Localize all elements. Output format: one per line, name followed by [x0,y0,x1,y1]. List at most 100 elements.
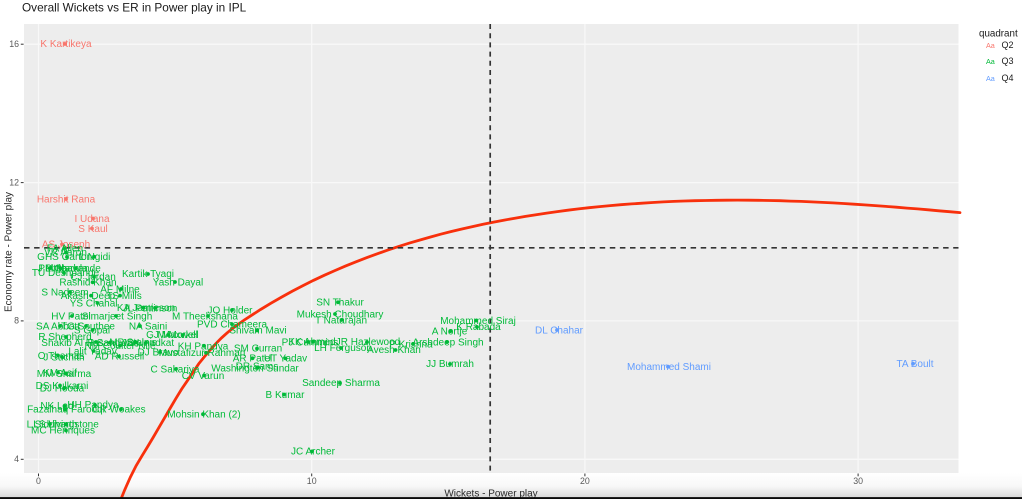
svg-text:C Sakariya: C Sakariya [151,364,200,375]
svg-text:SN Thakur: SN Thakur [316,298,364,309]
svg-text:Economy rate - Power play: Economy rate - Power play [4,192,15,312]
svg-text:MC Henriques: MC Henriques [31,426,95,437]
svg-text:Aa: Aa [986,74,995,83]
svg-text:L Siddharth: L Siddharth [27,419,78,430]
svg-text:VR Aaron: VR Aaron [44,248,87,259]
svg-text:R Shepherd: R Shepherd [38,332,91,343]
svg-text:DJ Bravo: DJ Bravo [137,347,179,358]
svg-text:PVD Chameera: PVD Chameera [197,319,267,330]
svg-text:Fazalhaq Farooqi: Fazalhaq Farooqi [27,405,105,416]
svg-text:AR Patel: AR Patel [233,353,272,364]
svg-text:DR Sams: DR Sams [236,361,279,372]
svg-text:Kartik Tyagi: Kartik Tyagi [122,269,174,280]
svg-text:Rashid Khan: Rashid Khan [59,278,116,289]
svg-text:SM Curran: SM Curran [234,344,282,355]
svg-text:Q4: Q4 [1002,73,1014,83]
svg-text:Shakib Al Hasan: Shakib Al Hasan [41,338,114,349]
svg-text:L Ngidi: L Ngidi [80,252,111,263]
svg-text:JL Pattinson: JL Pattinson [123,303,178,314]
svg-text:NA Saini: NA Saini [129,321,167,332]
svg-text:quadrant: quadrant [979,28,1018,39]
svg-text:16: 16 [9,39,19,49]
svg-text:AD Russell: AD Russell [95,352,144,363]
svg-text:P Sangwan: P Sangwan [88,338,139,349]
svg-text:Arshdeep Singh: Arshdeep Singh [412,337,483,348]
svg-text:DJ Hooda: DJ Hooda [40,384,85,395]
svg-text:Mustafizur Rahman: Mustafizur Rahman [159,348,246,359]
svg-text:0: 0 [36,476,41,486]
svg-text:Yash Dayal: Yash Dayal [153,277,203,288]
svg-text:YS Chahal: YS Chahal [70,298,118,309]
svg-text:TA Boult: TA Boult [896,359,933,370]
svg-text:Mohammed Siraj: Mohammed Siraj [440,316,516,327]
svg-text:K Kartikeya: K Kartikeya [40,39,92,50]
svg-text:SA Abbott: SA Abbott [36,321,80,332]
svg-text:TG Southee: TG Southee [61,321,115,332]
svg-text:J Suchith: J Suchith [43,352,84,363]
svg-text:M Morkel: M Morkel [157,330,198,341]
svg-text:NK Lad: NK Lad [40,401,73,412]
svg-text:I Udana: I Udana [74,214,109,225]
svg-text:KM Asif: KM Asif [43,368,77,379]
svg-text:AF Milne: AF Milne [100,284,140,295]
svg-text:CV Varun: CV Varun [182,371,225,382]
svg-text:Avesh Khan: Avesh Khan [367,345,421,356]
svg-text:Aa: Aa [986,41,995,50]
svg-text:Akash Deep: Akash Deep [61,291,116,302]
svg-text:4: 4 [14,454,19,464]
svg-text:A Nortje: A Nortje [432,327,468,338]
svg-text:JJ Bumrah: JJ Bumrah [426,359,474,370]
svg-text:S Kaul: S Kaul [78,224,107,235]
svg-text:MP Stoinis: MP Stoinis [109,338,157,349]
svg-text:8: 8 [14,316,19,326]
svg-text:10: 10 [307,476,317,486]
svg-text:HH Pandya: HH Pandya [67,400,119,411]
svg-text:DS Kulkarni: DS Kulkarni [36,381,89,392]
svg-text:FA Allen: FA Allen [47,244,83,255]
svg-text:J Little: J Little [38,263,67,274]
svg-text:Washington Sundar: Washington Sundar [211,363,299,374]
svg-text:Sandeep Sharma: Sandeep Sharma [302,378,380,389]
svg-text:AS Joseph: AS Joseph [42,239,90,250]
svg-text:KA Jamieson: KA Jamieson [117,303,175,314]
svg-text:PP Chawla: PP Chawla [38,263,88,274]
svg-text:Mukesh Choudhary: Mukesh Choudhary [297,309,384,320]
svg-text:HV Patel: HV Patel [51,311,90,322]
svg-text:JR Hazlewood: JR Hazlewood [336,337,400,348]
svg-text:Mohammed Shami: Mohammed Shami [627,362,711,373]
svg-text:TS Mills: TS Mills [106,291,142,302]
svg-text:LS Livingstone: LS Livingstone [33,420,99,431]
svg-text:KK Ahmed: KK Ahmed [288,337,335,348]
svg-text:Simarjeet Singh: Simarjeet Singh [82,311,153,322]
svg-text:JC Archer: JC Archer [291,447,336,458]
svg-text:Lalit Yadav: Lalit Yadav [68,346,117,357]
svg-text:O Thomas: O Thomas [38,351,85,362]
svg-text:GJ Maxwell: GJ Maxwell [146,330,198,341]
svg-text:DL Chahar: DL Chahar [535,325,584,336]
svg-text:Q3: Q3 [1002,56,1014,66]
svg-text:Aa: Aa [986,57,995,66]
svg-text:JD Unadkat: JD Unadkat [122,338,174,349]
svg-text:JO Holder: JO Holder [207,305,253,316]
svg-text:KH Pandya: KH Pandya [178,341,229,352]
svg-text:B Kumar: B Kumar [266,390,306,401]
svg-text:Mohsin Khan (2): Mohsin Khan (2) [167,409,240,420]
svg-text:Wickets - Power play: Wickets - Power play [444,489,537,500]
svg-text:K Rabada: K Rabada [456,322,501,333]
svg-text:GHS Garton: GHS Garton [37,252,92,263]
svg-text:Overall Wickets vs ER in Power: Overall Wickets vs ER in Power play in I… [22,1,247,15]
svg-text:M Theekshana: M Theekshana [172,311,238,322]
svg-text:UT Yadav: UT Yadav [264,354,307,365]
svg-text:T Natarajan: T Natarajan [315,315,367,326]
svg-text:M Markande: M Markande [45,264,101,275]
svg-text:CJ Jordan: CJ Jordan [70,272,116,283]
svg-text:Harshit Rana: Harshit Rana [37,194,96,205]
svg-text:PJ Cummins: PJ Cummins [282,337,339,348]
svg-text:S Nadeem: S Nadeem [41,287,88,298]
svg-text:TU Deshpande: TU Deshpande [32,268,100,279]
svg-text:Q2: Q2 [1002,40,1014,50]
svg-text:12: 12 [9,177,19,187]
svg-text:P Krishna: P Krishna [389,339,433,350]
svg-text:30: 30 [853,476,863,486]
svg-text:S Gopal: S Gopal [74,325,110,336]
